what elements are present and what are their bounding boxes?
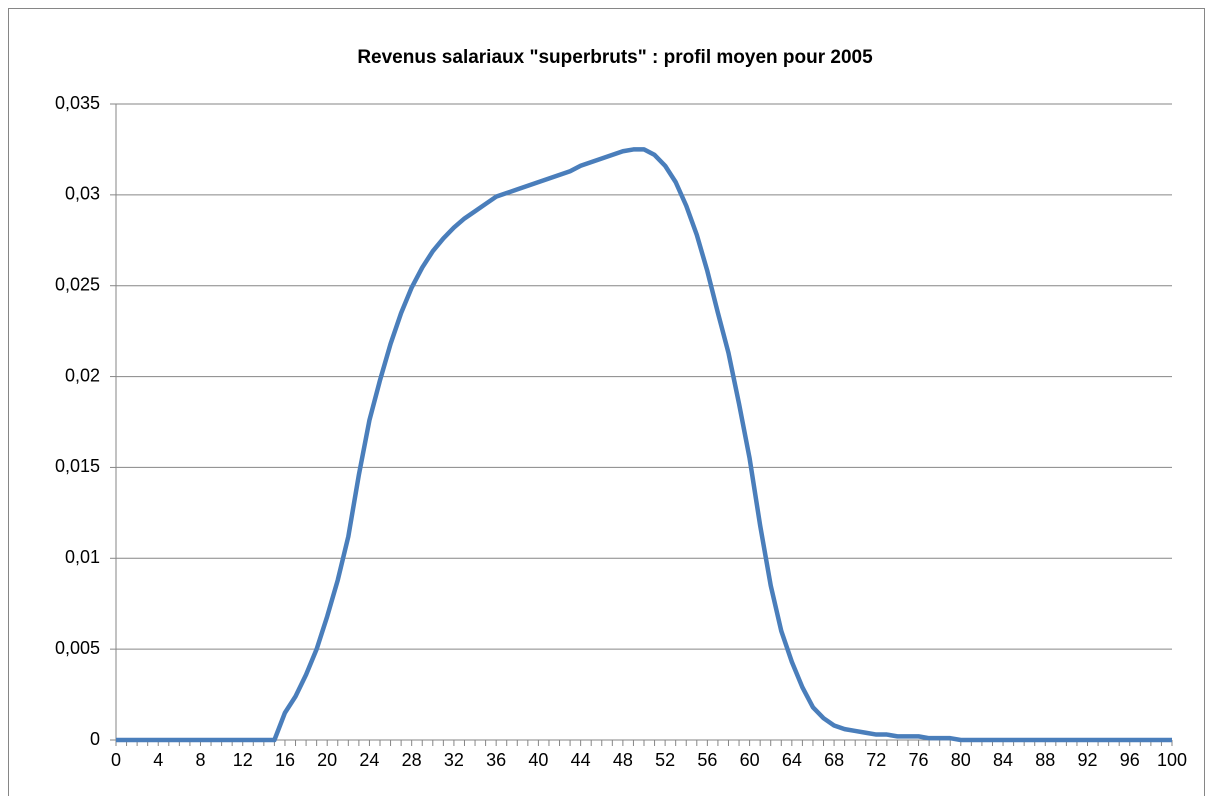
- y-tick-label: 0,02: [65, 365, 100, 385]
- x-tick-label: 32: [444, 750, 464, 770]
- chart-title: Revenus salariaux "superbruts" : profil …: [357, 47, 873, 68]
- x-tick-label: 8: [195, 750, 205, 770]
- x-tick-label: 88: [1035, 750, 1055, 770]
- x-tick-label: 4: [153, 750, 163, 770]
- x-tick-label: 24: [359, 750, 379, 770]
- y-tick-label: 0,015: [55, 456, 100, 476]
- y-tick-label: 0,01: [65, 547, 100, 567]
- x-tick-label: 36: [486, 750, 506, 770]
- y-tick-label: 0: [90, 729, 100, 749]
- x-tick-label: 68: [824, 750, 844, 770]
- x-tick-label: 72: [866, 750, 886, 770]
- y-tick-label: 0,025: [55, 274, 100, 294]
- y-tick-label: 0,03: [65, 184, 100, 204]
- x-tick-label: 12: [233, 750, 253, 770]
- x-tick-label: 92: [1078, 750, 1098, 770]
- x-tick-label: 56: [697, 750, 717, 770]
- line-series: [116, 147, 1172, 743]
- y-tick-label: 0,035: [55, 93, 100, 113]
- x-tick-label: 20: [317, 750, 337, 770]
- chart-border: [8, 8, 1205, 796]
- x-tick-label: 64: [782, 750, 802, 770]
- x-tick-label: 100: [1157, 750, 1187, 770]
- x-tick-label: 80: [951, 750, 971, 770]
- x-tick-label: 28: [402, 750, 422, 770]
- x-tick-label: 40: [528, 750, 548, 770]
- x-tick-label: 84: [993, 750, 1013, 770]
- x-tick-label: 48: [613, 750, 633, 770]
- x-tick-label: 16: [275, 750, 295, 770]
- x-tick-label: 52: [655, 750, 675, 770]
- x-tick-label: 60: [740, 750, 760, 770]
- x-tick-label: 76: [909, 750, 929, 770]
- x-tick-label: 96: [1120, 750, 1140, 770]
- y-tick-label: 0,005: [55, 638, 100, 658]
- x-tick-label: 0: [111, 750, 121, 770]
- x-tick-label: 44: [571, 750, 591, 770]
